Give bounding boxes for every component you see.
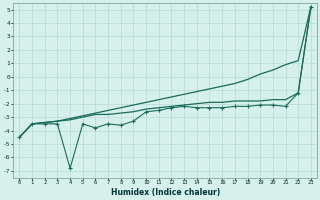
X-axis label: Humidex (Indice chaleur): Humidex (Indice chaleur) [110, 188, 220, 197]
